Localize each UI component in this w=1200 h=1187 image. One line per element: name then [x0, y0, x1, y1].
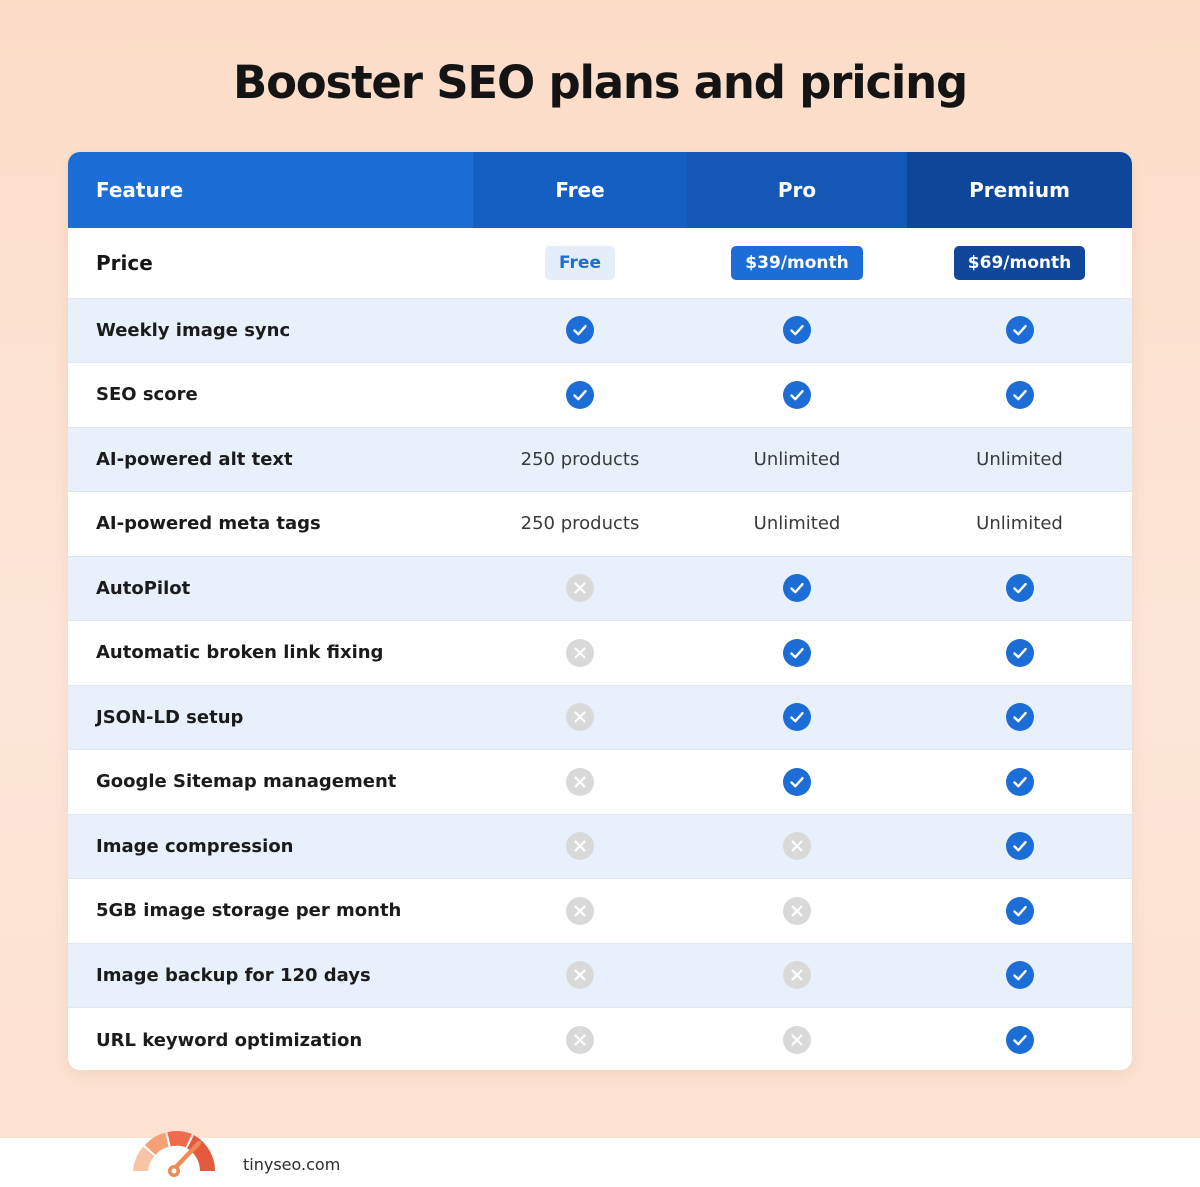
- check-circle-icon: [907, 557, 1132, 621]
- pro-value: Unlimited: [753, 448, 841, 470]
- feature-name: SEO score: [96, 384, 198, 406]
- x-circle-icon: [687, 815, 907, 879]
- table-row: AI-powered meta tags 250 products Unlimite…: [68, 492, 1132, 557]
- check-circle-icon: [473, 363, 687, 427]
- table-row: AI-powered alt text 250 products Unlimited…: [68, 427, 1132, 492]
- feature-name: AI-powered meta tags: [96, 513, 321, 535]
- check-circle-icon: [687, 750, 907, 814]
- premium-value: Unlimited: [976, 513, 1063, 535]
- table-row: SEO score: [68, 363, 1132, 428]
- feature-name: Automatic broken link fixing: [96, 642, 384, 664]
- x-circle-icon: [473, 686, 687, 750]
- check-circle-icon: [907, 815, 1132, 879]
- feature-name: 5GB image storage per month: [96, 900, 402, 922]
- feature-name: AI-powered alt text: [96, 448, 293, 470]
- check-circle-icon: [907, 1008, 1132, 1070]
- table-row: Automatic broken link fixing: [68, 621, 1132, 686]
- table-row: AutoPilot: [68, 556, 1132, 621]
- feature-name: Google Sitemap management: [96, 771, 397, 793]
- check-circle-icon: [687, 363, 907, 427]
- x-circle-icon: [473, 815, 687, 879]
- x-circle-icon: [687, 1008, 907, 1070]
- free-value: 250 products: [520, 448, 640, 470]
- x-circle-icon: [473, 944, 687, 1008]
- price-free-badge: Free: [545, 245, 615, 280]
- table-row: Google Sitemap management: [68, 750, 1132, 815]
- table-row: URL keyword optimization: [68, 1008, 1132, 1070]
- price-label: Price: [96, 250, 153, 275]
- feature-name: JSON-LD setup: [96, 706, 244, 728]
- table-row: Image compression: [68, 814, 1132, 879]
- table-row: Weekly image sync: [68, 298, 1132, 363]
- check-circle-icon: [687, 621, 907, 685]
- check-circle-icon: [907, 944, 1132, 1008]
- pro-value: Unlimited: [753, 513, 841, 535]
- x-circle-icon: [473, 557, 687, 621]
- header-free: Free: [473, 152, 687, 228]
- footer-domain: tinyseo.com: [243, 1155, 341, 1174]
- header-pro: Pro: [687, 152, 907, 228]
- feature-name: Image backup for 120 days: [96, 964, 371, 986]
- check-circle-icon: [907, 299, 1132, 363]
- check-circle-icon: [687, 686, 907, 750]
- x-circle-icon: [473, 1008, 687, 1070]
- x-circle-icon: [473, 621, 687, 685]
- price-pro-badge: $39/month: [731, 245, 863, 280]
- table-row: Image backup for 120 days: [68, 943, 1132, 1008]
- x-circle-icon: [473, 750, 687, 814]
- x-circle-icon: [687, 944, 907, 1008]
- table-row: JSON-LD setup: [68, 685, 1132, 750]
- table-header: Feature Free Pro Premium: [68, 152, 1132, 228]
- feature-rows: Weekly image sync SEO score AI-powered alt…: [68, 298, 1132, 1071]
- price-premium-badge: $69/month: [953, 245, 1086, 280]
- feature-name: Image compression: [96, 835, 294, 857]
- feature-name: Weekly image sync: [96, 319, 291, 341]
- check-circle-icon: [687, 557, 907, 621]
- x-circle-icon: [473, 879, 687, 943]
- speedometer-logo-icon: [123, 1131, 225, 1187]
- feature-name: AutoPilot: [96, 577, 191, 599]
- check-circle-icon: [687, 299, 907, 363]
- header-premium: Premium: [907, 152, 1132, 228]
- check-circle-icon: [907, 686, 1132, 750]
- check-circle-icon: [907, 363, 1132, 427]
- check-circle-icon: [907, 621, 1132, 685]
- x-circle-icon: [687, 879, 907, 943]
- check-circle-icon: [473, 299, 687, 363]
- premium-value: Unlimited: [976, 448, 1063, 470]
- check-circle-icon: [907, 879, 1132, 943]
- table-row: 5GB image storage per month: [68, 879, 1132, 944]
- free-value: 250 products: [520, 513, 640, 535]
- feature-name: URL keyword optimization: [96, 1029, 363, 1051]
- check-circle-icon: [907, 750, 1132, 814]
- price-row: Price Free $39/month $69/month: [68, 228, 1132, 299]
- header-feature: Feature: [68, 152, 473, 228]
- page-title: Booster SEO plans and pricing: [232, 56, 968, 109]
- pricing-table: Feature Free Pro Premium Price Free $39/…: [68, 152, 1132, 1070]
